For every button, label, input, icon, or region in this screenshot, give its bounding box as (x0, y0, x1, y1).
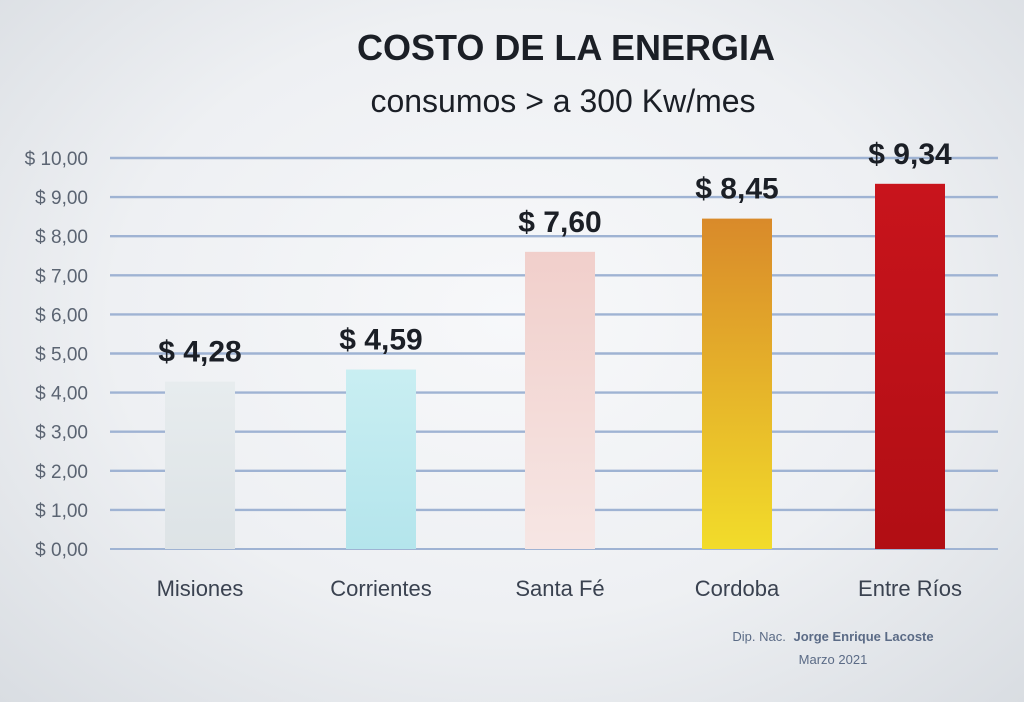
credit-date: Marzo 2021 (799, 652, 868, 667)
y-tick-label: $ 2,00 (35, 462, 88, 483)
bar (525, 251, 595, 549)
y-tick-label: $ 3,00 (35, 423, 88, 444)
x-axis-categories: Misiones Corrientes Santa Fé Cordoba Entre R… (157, 576, 962, 601)
data-label: $ 9,34 (868, 138, 952, 171)
y-tick-label: $ 1,00 (35, 501, 88, 522)
bar (875, 183, 945, 549)
y-tick-label: $ 7,00 (35, 266, 88, 287)
data-label: $ 8,45 (695, 173, 778, 206)
y-tick-label: $ 6,00 (35, 305, 88, 326)
data-label: $ 7,60 (518, 206, 601, 239)
data-labels: $ 4,28 $ 4,59 $ 7,60 $ 8,45 $ 9,34 (158, 138, 952, 369)
bar (702, 218, 772, 550)
bar (346, 369, 416, 549)
credit-name: Jorge Enrique Lacoste (793, 629, 933, 644)
credit-line: Dip. Nac. Jorge Enrique Lacoste (732, 629, 933, 644)
bar (165, 381, 235, 549)
bars (165, 183, 945, 550)
chart-subtitle: consumos > a 300 Kw/mes (370, 83, 755, 119)
x-category-label: Santa Fé (515, 576, 604, 601)
x-category-label: Entre Ríos (858, 576, 962, 601)
chart-title: COSTO DE LA ENERGIA (357, 27, 775, 68)
y-tick-label: $ 5,00 (35, 345, 88, 366)
y-tick-label: $ 4,00 (35, 384, 88, 405)
x-category-label: Corrientes (330, 576, 431, 601)
y-tick-label: $ 8,00 (35, 227, 88, 248)
y-tick-label: $ 9,00 (35, 188, 88, 209)
data-label: $ 4,59 (339, 324, 422, 357)
x-category-label: Cordoba (695, 576, 780, 601)
y-tick-label: $ 0,00 (35, 540, 88, 561)
y-axis-ticks: $ 0,00 $ 1,00 $ 2,00 $ 3,00 $ 4,00 $ 5,00 $ 6,… (25, 149, 88, 561)
x-category-label: Misiones (157, 576, 244, 601)
data-label: $ 4,28 (158, 336, 241, 369)
credit-prefix: Dip. Nac. (732, 629, 785, 644)
y-tick-label: $ 10,00 (25, 149, 88, 170)
